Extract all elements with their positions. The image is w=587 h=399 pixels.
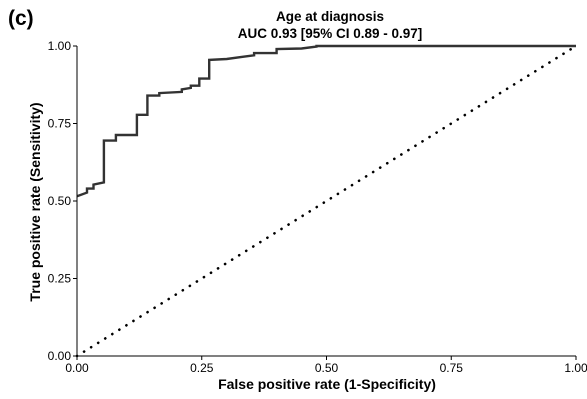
y-tick-label: 0.25 bbox=[48, 272, 72, 286]
y-tick-label: 0.00 bbox=[48, 349, 72, 363]
y-tick-label: 0.75 bbox=[48, 117, 72, 131]
y-tick-label: 1.00 bbox=[48, 39, 72, 53]
x-tick-label: 0.25 bbox=[190, 361, 214, 375]
chart-subtitle: AUC 0.93 [95% CI 0.89 - 0.97] bbox=[238, 26, 423, 41]
x-tick-label: 0.75 bbox=[440, 361, 464, 375]
panel-label: (c) bbox=[8, 7, 34, 30]
x-axis-title: False positive rate (1-Specificity) bbox=[218, 376, 436, 392]
roc-curve-line bbox=[76, 44, 576, 198]
x-tick-label: 0.50 bbox=[315, 361, 339, 375]
x-axis: 0.00 0.25 0.50 0.75 1.00 bbox=[65, 355, 587, 375]
plot-area bbox=[75, 44, 578, 358]
y-axis-title: True positive rate (Sensitivity) bbox=[27, 102, 43, 301]
reference-diagonal-line bbox=[75, 44, 578, 358]
y-tick-label: 0.50 bbox=[48, 194, 72, 208]
x-tick-label: 1.00 bbox=[564, 361, 587, 375]
chart-title: Age at diagnosis bbox=[276, 9, 384, 24]
y-axis: 0.00 0.25 0.50 0.75 1.00 bbox=[48, 39, 78, 363]
x-tick-label: 0.00 bbox=[65, 361, 89, 375]
